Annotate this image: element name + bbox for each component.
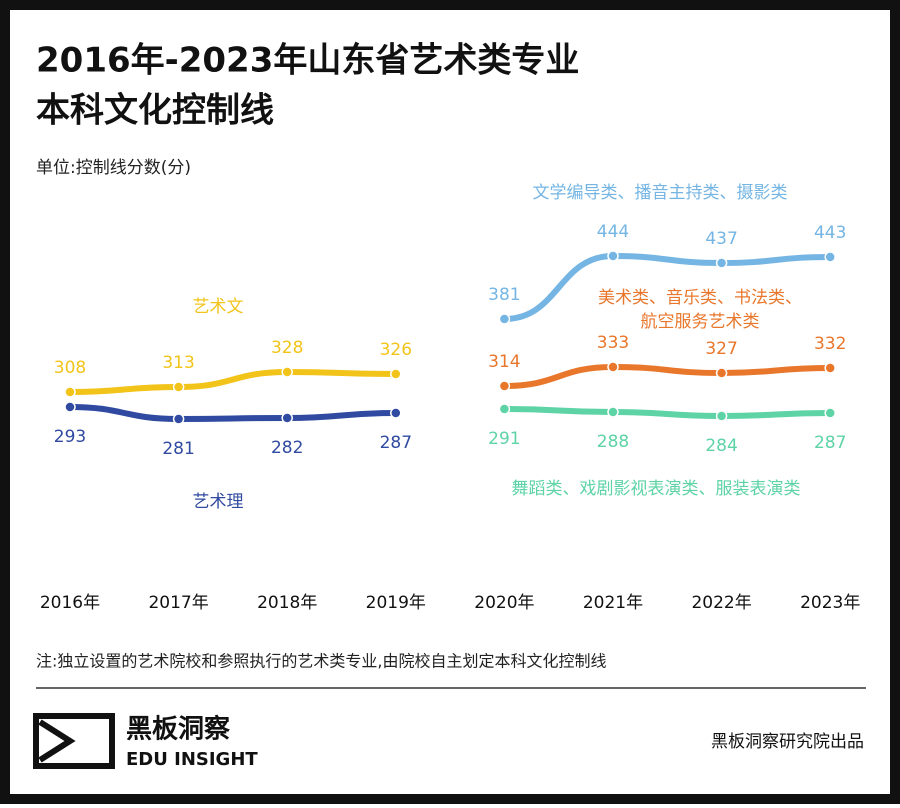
point — [607, 361, 619, 373]
point — [390, 407, 402, 419]
series-line — [501, 363, 834, 389]
x-tick-label: 2019年 — [366, 593, 426, 613]
x-tick-label: 2018年 — [257, 593, 317, 613]
data-label: 314 — [488, 352, 520, 372]
point — [715, 257, 728, 269]
point — [607, 250, 619, 262]
brand-sub: EDU INSIGHT — [126, 749, 258, 770]
point — [498, 380, 511, 392]
point — [715, 410, 728, 422]
point — [824, 362, 836, 374]
x-tick-label: 2021年 — [583, 593, 643, 613]
series-line — [67, 404, 399, 423]
credit: 黑板洞察研究院出品 — [711, 732, 864, 752]
x-tick-label: 2017年 — [148, 593, 208, 613]
data-label: 287 — [814, 433, 846, 453]
data-label: 327 — [705, 339, 737, 359]
logo — [33, 713, 115, 769]
x-tick-label: 2016年 — [40, 593, 100, 613]
data-label: 308 — [54, 358, 86, 378]
data-label: 281 — [162, 439, 194, 459]
data-label: 284 — [705, 436, 737, 456]
data-label: 332 — [814, 334, 846, 354]
data-label: 313 — [162, 353, 194, 373]
data-label: 287 — [380, 433, 412, 453]
point — [715, 367, 728, 379]
data-label: 328 — [271, 338, 303, 358]
series-line — [501, 406, 834, 420]
chart-title: 本科文化控制线 — [36, 91, 274, 131]
note: 注:独立设置的艺术院校和参照执行的艺术类专业,由院校自主划定本科文化控制线 — [36, 652, 606, 671]
data-label: 326 — [380, 340, 412, 360]
data-label: 291 — [488, 429, 520, 449]
point — [281, 412, 293, 424]
data-label: 443 — [814, 223, 846, 243]
x-tick-label: 2022年 — [691, 593, 751, 613]
data-label: 288 — [597, 432, 629, 452]
point — [390, 368, 402, 380]
legend-label: 艺术理 — [193, 492, 244, 512]
point — [498, 313, 511, 325]
legend-label: 艺术文 — [193, 297, 244, 317]
data-label: 381 — [488, 285, 520, 305]
point — [172, 381, 185, 393]
series-line — [67, 368, 399, 395]
legend-label: 舞蹈类、戏剧影视表演类、服装表演类 — [512, 479, 801, 499]
data-label: 333 — [597, 333, 629, 353]
point — [607, 406, 619, 418]
point — [498, 403, 511, 415]
point — [172, 413, 185, 425]
legend-label: 文学编导类、播音主持类、摄影类 — [533, 183, 788, 203]
x-tick-label: 2023年 — [800, 593, 860, 613]
data-label: 293 — [54, 427, 86, 447]
series-line — [501, 252, 834, 322]
point — [824, 407, 836, 419]
data-label: 437 — [705, 229, 737, 249]
legend-label: 美术类、音乐类、书法类、航空服务艺术类 — [598, 288, 802, 332]
x-tick-label: 2020年 — [474, 593, 534, 613]
point — [64, 401, 76, 413]
data-label: 282 — [271, 438, 303, 458]
brand-name: 黑板洞察 — [126, 715, 231, 745]
unit-label: 单位:控制线分数(分) — [36, 158, 191, 178]
data-label: 444 — [597, 222, 629, 242]
point — [281, 366, 293, 378]
chart-title: 2016年-2023年山东省艺术类专业 — [36, 41, 579, 81]
point — [824, 251, 836, 263]
point — [64, 386, 76, 398]
